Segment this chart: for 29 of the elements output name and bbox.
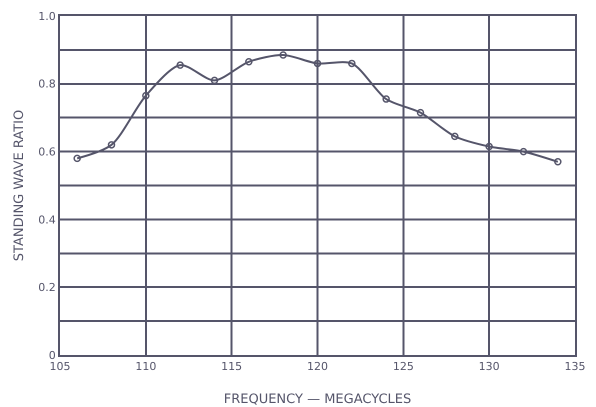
y-tick-label: 0.2 [38, 281, 56, 294]
y-tick-label: 0.8 [38, 78, 56, 91]
point [554, 158, 562, 166]
y-tick-label: 0.4 [38, 213, 56, 226]
y-tick-label: 0.6 [38, 145, 56, 158]
point [485, 142, 493, 150]
x-tick-label: 135 [564, 360, 586, 374]
x-tick-label: 125 [392, 360, 414, 374]
point [73, 154, 81, 162]
point [314, 60, 322, 68]
x-tick-label: 110 [135, 360, 156, 374]
x-tick-label: 115 [221, 360, 242, 374]
x-tick-label: 105 [50, 360, 70, 374]
y-tick-label: 0 [48, 348, 56, 362]
y-tick-label: 1.0 [38, 10, 56, 23]
point [520, 148, 528, 156]
point [451, 132, 459, 140]
x-axis-title: FREQUENCY — MEGACYCLES [224, 392, 412, 407]
point [108, 141, 116, 149]
x-tick-label: 130 [478, 360, 500, 374]
point [382, 95, 390, 103]
point [416, 108, 424, 116]
point [245, 58, 253, 66]
point [279, 51, 287, 59]
point [176, 61, 184, 69]
x-tick-label: 120 [307, 360, 328, 374]
y-axis-title: STANDING WAVE RATIO [12, 110, 27, 262]
point [348, 60, 356, 68]
point [142, 92, 150, 100]
